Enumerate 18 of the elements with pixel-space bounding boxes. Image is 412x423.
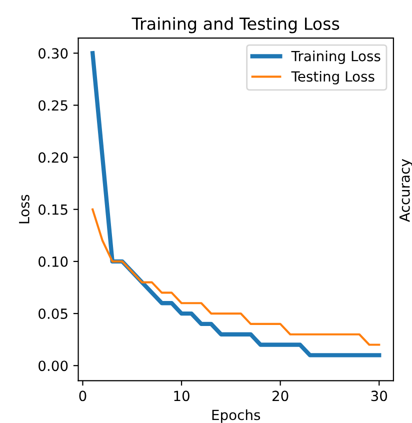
x-tick-label: 0 (79, 390, 86, 402)
x-axis-title: Epochs (212, 409, 260, 423)
y-tick-label: 0.00 (38, 360, 68, 372)
y-tick-label: 0.10 (38, 256, 68, 267)
chart-title: Training and Testing Loss (132, 17, 340, 34)
y-tick-label: 0.15 (38, 204, 68, 215)
line-series (90, 51, 382, 358)
y-tick-label: 0.05 (38, 308, 68, 319)
x-tick-label: 10 (174, 390, 190, 402)
y-tick-label: 0.20 (38, 152, 68, 163)
y-axis-title: Loss (19, 194, 30, 224)
legend-label: Training Loss (291, 50, 380, 64)
x-tick-label: 20 (272, 390, 288, 402)
x-tick-label: 30 (371, 390, 388, 402)
legend-label: Testing Loss (291, 70, 374, 84)
y-tick-label: 0.25 (38, 100, 68, 111)
line-series (92, 208, 380, 346)
y-tick-label: 0.30 (38, 48, 68, 59)
